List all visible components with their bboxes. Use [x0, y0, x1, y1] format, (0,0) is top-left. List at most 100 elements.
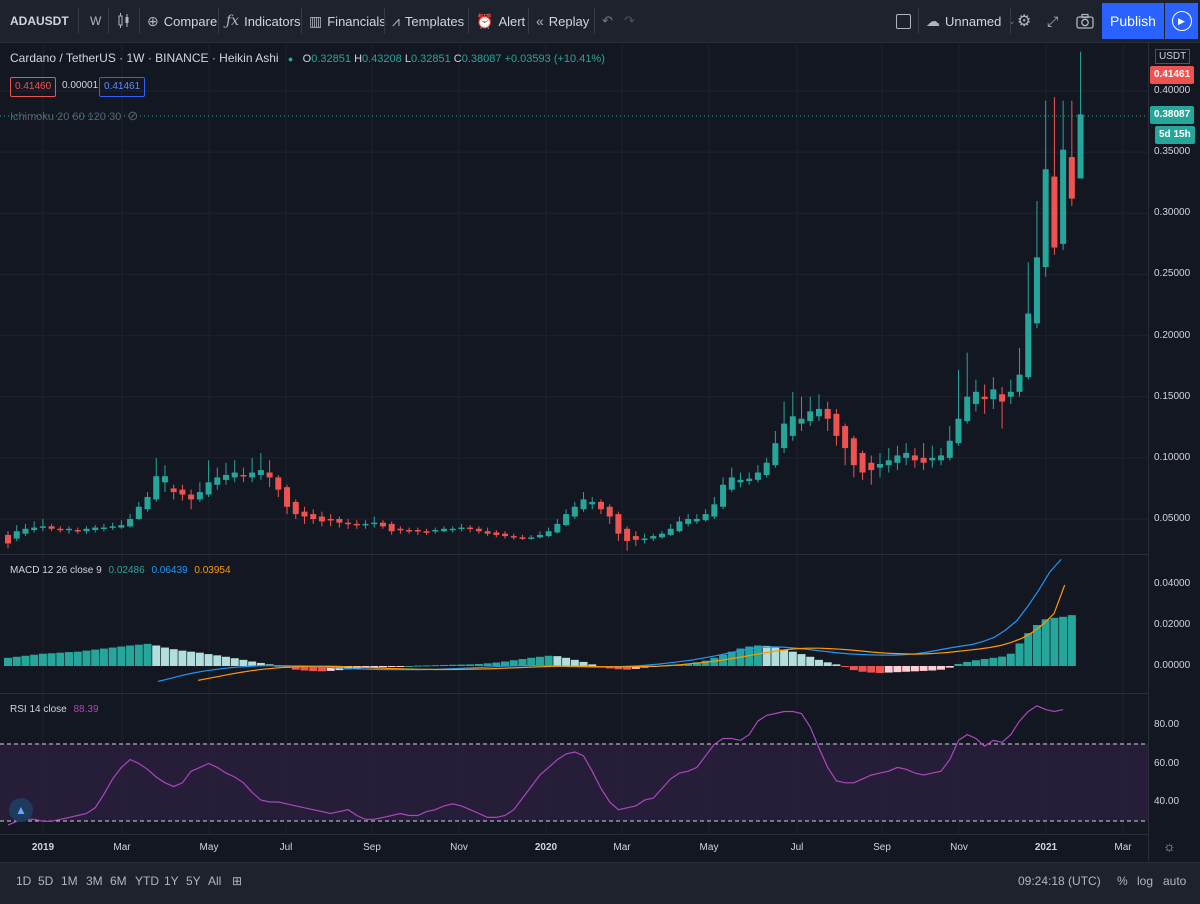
macd-bar [501, 661, 510, 666]
price-tick: 0.35000 [1154, 146, 1191, 158]
expand-icon: ⤢ [1047, 12, 1059, 29]
macd-bar [474, 663, 483, 666]
range-button-1y[interactable]: 1Y [164, 874, 179, 888]
range-button-1d[interactable]: 1D [16, 874, 32, 888]
time-axis-settings-icon[interactable]: ☼ [1163, 838, 1176, 854]
macd-tick: 0.04000 [1154, 578, 1191, 589]
candle-body [920, 457, 927, 463]
candle-body [118, 525, 125, 528]
macd-bar [187, 651, 196, 666]
percent-toggle[interactable]: % [1117, 874, 1128, 888]
signal-line [197, 584, 1066, 681]
macd-bar [152, 645, 161, 666]
macd-bar [204, 654, 213, 666]
undo-button[interactable]: ↶ [602, 0, 613, 42]
rsi-line [7, 705, 1064, 826]
replay-button[interactable]: «Replay [536, 0, 589, 42]
clock[interactable]: 09:24:18 (UTC) [1018, 874, 1101, 888]
play-button[interactable]: ▶ [1165, 3, 1198, 39]
macd-histogram-value: 0.02486 [108, 565, 145, 576]
spread-value: 0.00001 [62, 80, 99, 91]
macd-bar [422, 665, 431, 667]
macd-bar [344, 666, 353, 670]
candle-body [318, 516, 325, 522]
range-button-ytd[interactable]: YTD [135, 874, 159, 888]
candle-body [554, 523, 561, 533]
alert-button[interactable]: ⏰ Alert [476, 0, 525, 42]
symbol-search[interactable]: ADAUSDT [10, 0, 69, 42]
macd-bar [483, 663, 492, 666]
candle-body [441, 528, 447, 532]
candle-body [885, 460, 892, 466]
candle-body [371, 522, 378, 525]
currency-label[interactable]: USDT [1155, 49, 1191, 64]
macd-bar [178, 650, 187, 666]
candle-body [702, 514, 709, 521]
candle-body [493, 532, 500, 535]
date-range-icon[interactable]: ⊞ [232, 874, 243, 888]
replay-label: Replay [548, 13, 590, 29]
candle-body [1016, 374, 1023, 392]
range-button-1m[interactable]: 1M [61, 874, 78, 888]
fullscreen-layout-button[interactable] [896, 0, 911, 42]
macd-signal-value: 0.03954 [194, 565, 231, 576]
candle-body [999, 394, 1006, 402]
candle-body [5, 534, 11, 544]
grid [0, 42, 1148, 834]
last-price: 0.41461 [1154, 69, 1191, 80]
macd-bar [1041, 619, 1050, 666]
range-button-5y[interactable]: 5Y [186, 874, 201, 888]
range-button-6m[interactable]: 6M [110, 874, 127, 888]
candle-body [362, 523, 369, 526]
tradingview-logo-icon[interactable]: ▲ [9, 798, 33, 822]
macd-bar [823, 662, 832, 666]
candle-body [336, 519, 343, 523]
macd-bar [527, 657, 536, 666]
eye-hidden-icon[interactable]: ⊘ [127, 108, 139, 123]
macd-bar [710, 657, 719, 666]
templates-button[interactable]: ⩘ Templates [392, 0, 464, 42]
redo-button[interactable]: ↷ [624, 0, 635, 42]
log-toggle[interactable]: log [1137, 874, 1154, 888]
publish-button[interactable]: Publish [1102, 3, 1164, 39]
macd-bar [614, 666, 623, 670]
candle-body [641, 538, 648, 541]
interval-button[interactable]: W [90, 0, 101, 42]
candle-body [1042, 169, 1049, 268]
macd-bar [108, 647, 117, 666]
settings-button[interactable]: ⚙ [1017, 0, 1031, 42]
macd-bar [954, 663, 963, 666]
macd-bar [753, 645, 762, 666]
sell-price-box[interactable]: 0.41460 [10, 77, 57, 97]
ichimoku-legend[interactable]: Ichimoku 20 60 120 30 ⊘ [10, 108, 138, 124]
layout-name-button[interactable]: ☁ Unnamed ⌄ [926, 0, 1016, 42]
candle-body [545, 531, 552, 537]
auto-toggle[interactable]: auto [1163, 874, 1187, 888]
fullscreen-button[interactable]: ⤢ [1047, 0, 1058, 42]
alert-label: Alert [498, 13, 526, 29]
macd-bar [884, 666, 893, 673]
range-button-all[interactable]: All [208, 874, 222, 888]
time-label: May [699, 842, 719, 853]
candle-body [467, 527, 474, 530]
compare-button[interactable]: ⊕ Compare [147, 0, 217, 42]
financials-button[interactable]: ▥ Financials [309, 0, 386, 42]
candle-body [798, 418, 805, 424]
macd-bar [73, 651, 82, 666]
macd-bar [849, 666, 858, 671]
indicators-button[interactable]: ƒx Indicators [226, 0, 300, 42]
time-label: Jul [279, 842, 293, 853]
macd-bar [910, 666, 919, 672]
play-icon: ▶ [1171, 11, 1192, 31]
range-button-5d[interactable]: 5D [38, 874, 54, 888]
candle-body [667, 528, 674, 535]
macd-bar [945, 666, 954, 668]
range-button-3m[interactable]: 3M [86, 874, 103, 888]
candle-body [406, 530, 413, 532]
candle-body [781, 423, 788, 449]
chart-style-button[interactable] [116, 0, 132, 42]
snapshot-button[interactable] [1076, 0, 1094, 42]
candle-body [597, 501, 604, 510]
buy-price-box[interactable]: 0.41461 [99, 77, 146, 97]
